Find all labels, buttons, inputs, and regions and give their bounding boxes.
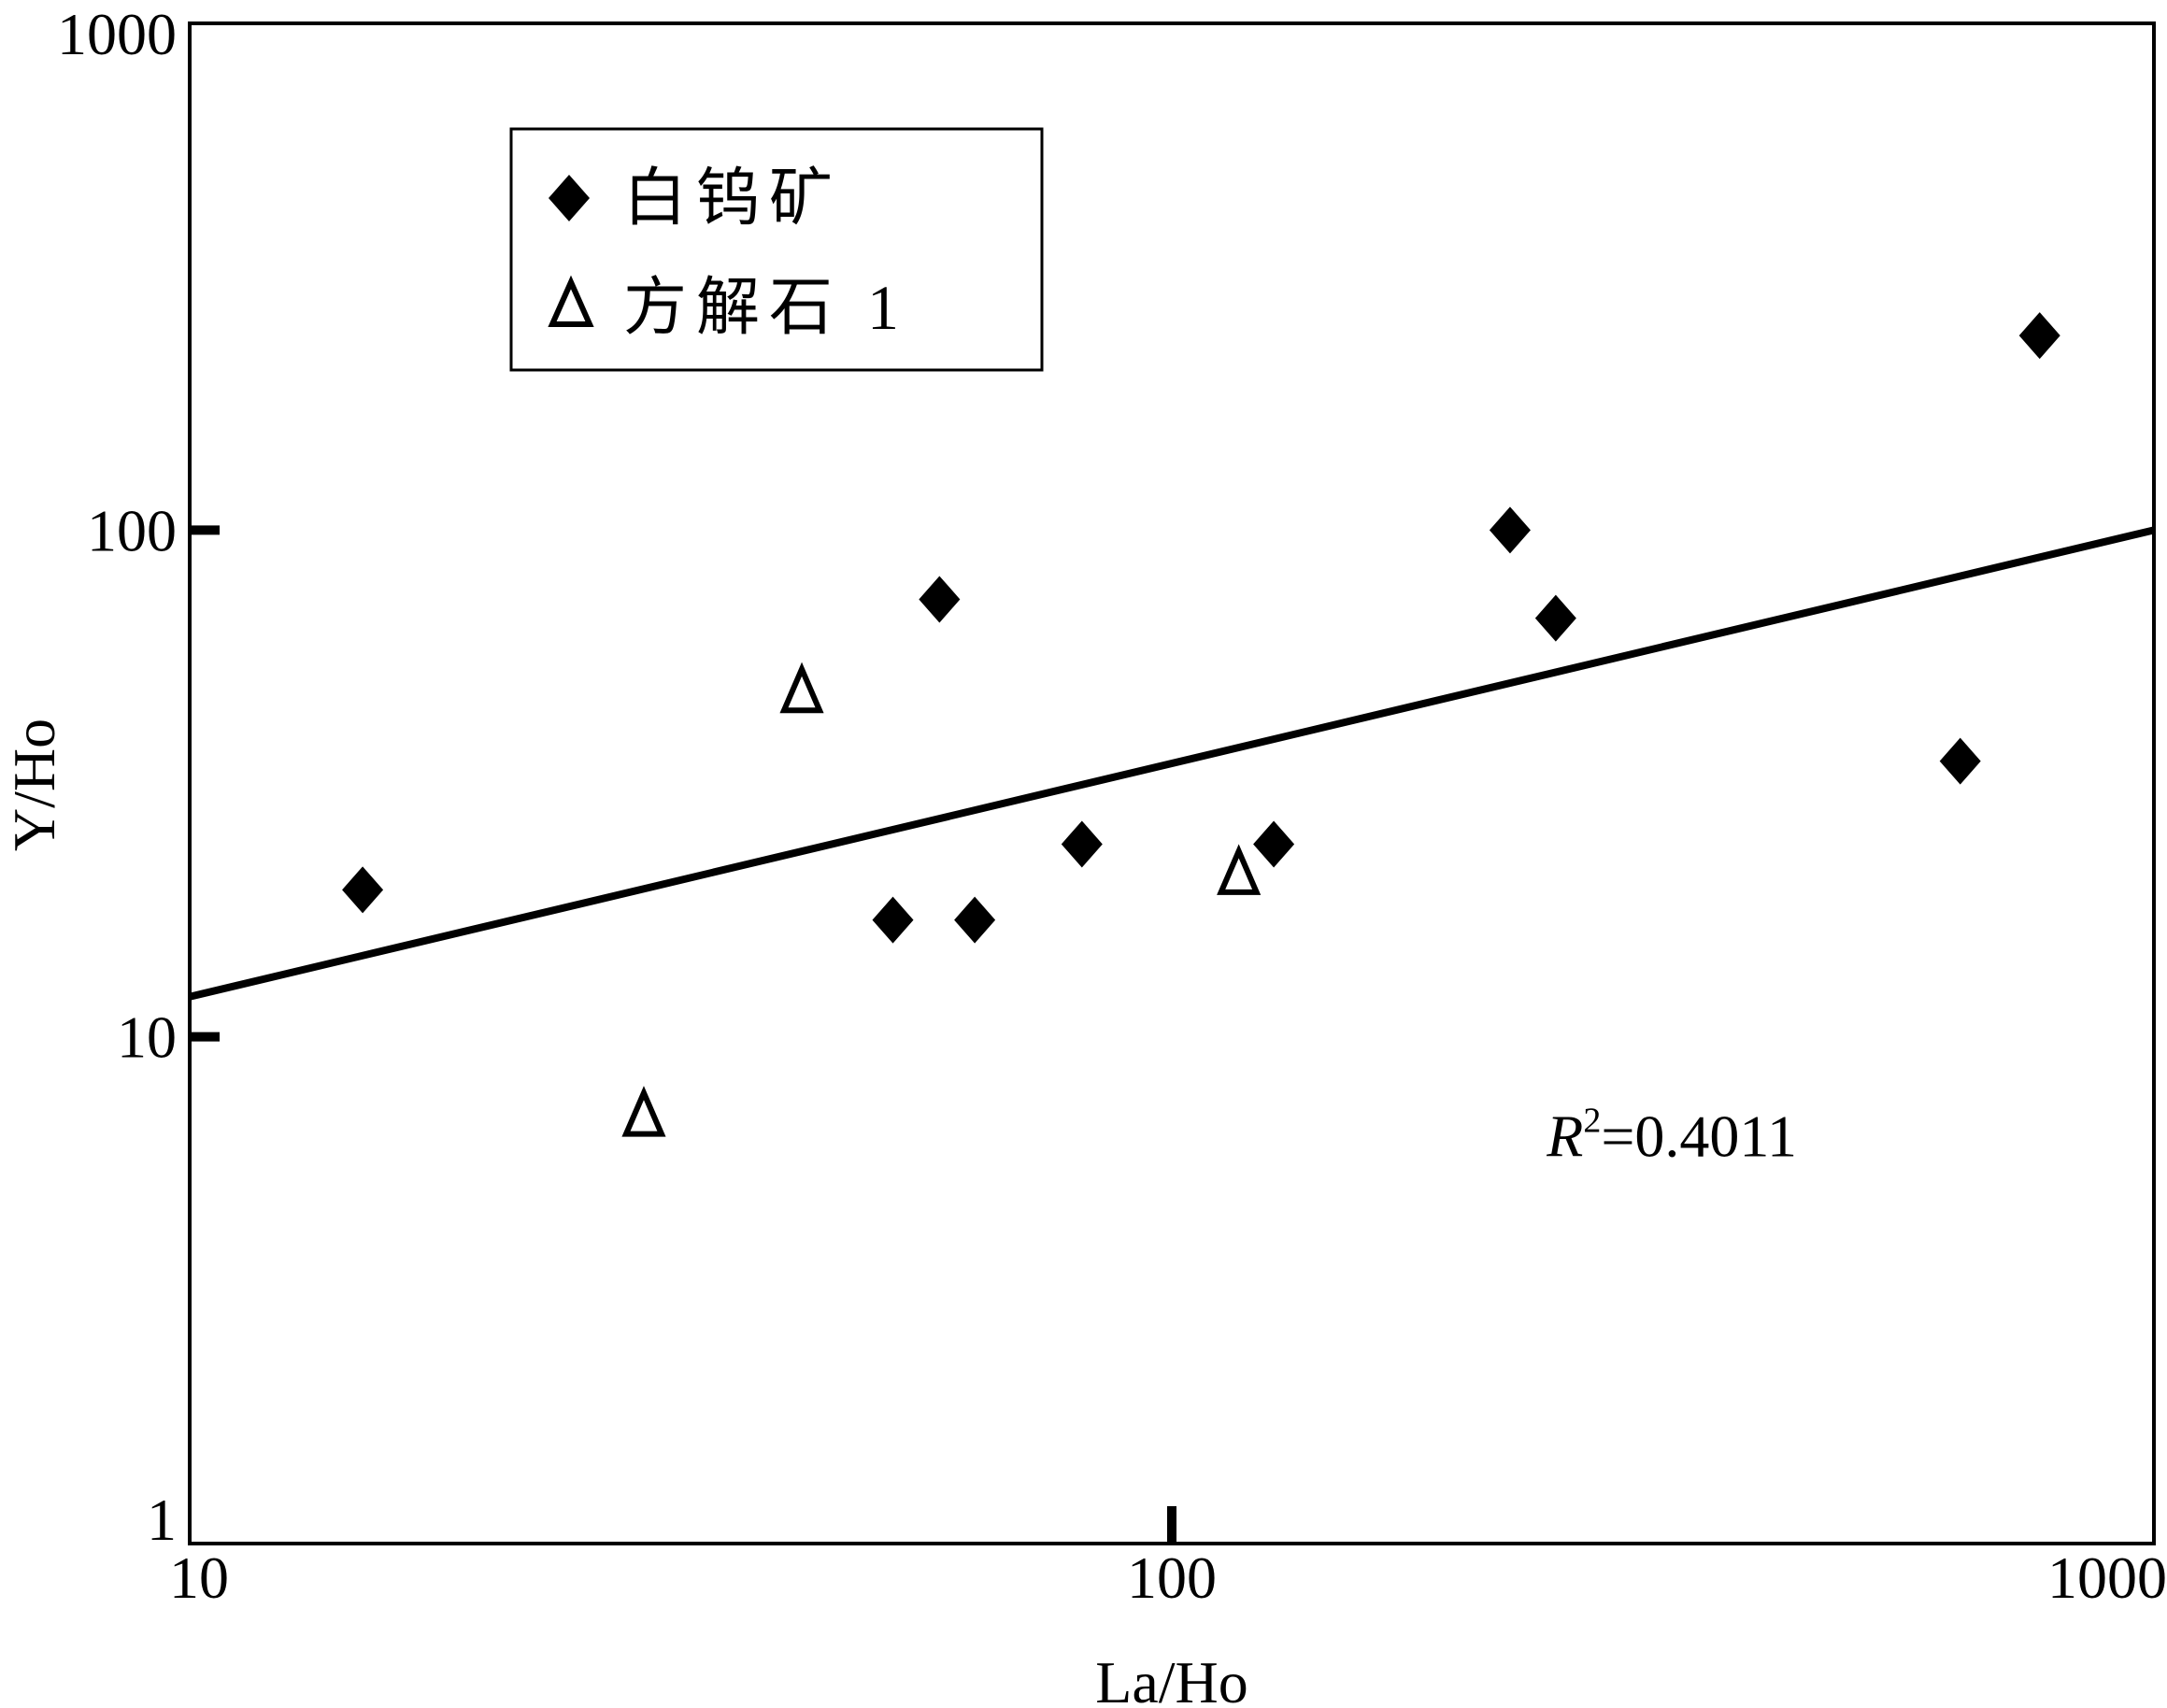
x-tick-label: 100	[1127, 1544, 1217, 1611]
trendline-layer	[189, 526, 2155, 1001]
legend-triangle-marker	[548, 275, 594, 327]
x-axis-ticks: 10 100 1000	[169, 1506, 2167, 1611]
legend-box	[509, 127, 1044, 372]
scheelite-point	[1061, 820, 1103, 868]
scheelite-point	[1489, 506, 1531, 554]
scheelite-point	[919, 576, 961, 623]
y-tick-label: 1000	[57, 1, 177, 67]
scheelite-point	[954, 896, 996, 944]
r-squared-annotation: R2=0.4011	[1546, 1102, 1797, 1170]
y-axis-ticks: 1 10 100 1000	[57, 1, 220, 1553]
x-tick-label: 1000	[2047, 1544, 2167, 1611]
scheelite-point	[342, 866, 384, 914]
scheelite-point	[2018, 312, 2060, 360]
scheelite-point	[1534, 594, 1576, 642]
calcite-point	[621, 1086, 666, 1137]
calcite-point	[1217, 844, 1262, 895]
scheelite-point	[1253, 820, 1295, 868]
y-tick-label: 10	[117, 1004, 177, 1071]
y-tick-label: 100	[87, 497, 177, 563]
legend-label-calcite: 方解石 1	[623, 272, 908, 343]
r-exponent: 2	[1583, 1102, 1601, 1141]
r-symbol: R	[1546, 1103, 1583, 1170]
y-tick-label: 1	[147, 1487, 177, 1553]
legend-label-scheelite: 白钨矿	[623, 163, 842, 234]
r-value: =0.4011	[1601, 1103, 1797, 1170]
plot-frame	[188, 21, 2156, 1545]
y-axis-label: Y/Ho	[1, 719, 67, 851]
legend-diamond-marker	[549, 175, 590, 221]
legend: 白钨矿 方解石 1	[509, 127, 1044, 372]
x-tick-label: 10	[169, 1544, 229, 1611]
data-points	[342, 312, 2060, 1137]
scheelite-point	[872, 896, 914, 944]
calcite-point	[779, 662, 824, 714]
scheelite-point	[1939, 737, 1981, 785]
trendline	[189, 526, 2155, 1001]
x-axis-label: La/Ho	[1095, 1649, 1248, 1708]
